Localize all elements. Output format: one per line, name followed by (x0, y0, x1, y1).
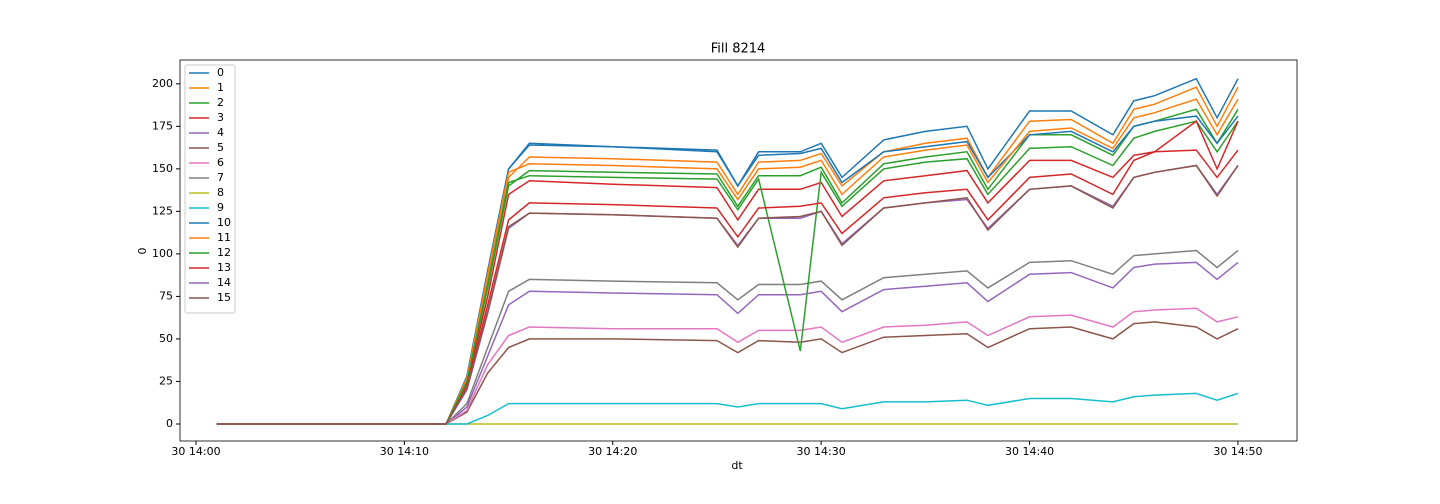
y-tick-label: 75 (159, 289, 173, 302)
axes-frame (179, 59, 1298, 442)
y-tick-label: 150 (152, 162, 173, 175)
legend-label: 2 (217, 96, 224, 109)
legend-label: 5 (217, 141, 224, 154)
legend-label: 12 (217, 246, 231, 259)
series-line (216, 149, 1239, 425)
chart-title: Fill 8214 (711, 42, 766, 57)
series-line (216, 98, 1239, 425)
y-tick-label: 0 (166, 417, 173, 430)
y-axis-label: 0 (136, 248, 149, 255)
y-tick-label: 175 (152, 119, 173, 132)
legend-label: 0 (217, 66, 224, 79)
series-line (216, 164, 1239, 425)
y-tick-label: 50 (159, 332, 173, 345)
legend-label: 3 (217, 111, 224, 124)
series-line (216, 86, 1239, 425)
series-line (216, 321, 1239, 425)
legend-label: 11 (217, 231, 231, 244)
legend-label: 13 (217, 261, 231, 274)
x-tick-label: 30 14:30 (797, 445, 846, 458)
legend-label: 15 (217, 291, 231, 304)
series-line (216, 392, 1239, 425)
x-axis-label: dt (731, 459, 743, 472)
y-tick-label: 200 (152, 77, 173, 90)
x-tick-label: 30 14:00 (171, 445, 220, 458)
legend-label: 6 (217, 156, 224, 169)
x-tick-label: 30 14:40 (1005, 445, 1054, 458)
series-line (216, 249, 1239, 425)
y-tick-label: 25 (159, 374, 173, 387)
series-line (216, 115, 1239, 425)
legend-label: 4 (217, 126, 224, 139)
series-line (216, 120, 1239, 425)
series-line (216, 261, 1239, 425)
series-line (216, 77, 1239, 425)
x-tick-label: 30 14:20 (588, 445, 637, 458)
legend-label: 9 (217, 201, 224, 214)
series-line (216, 108, 1239, 425)
legend-label: 1 (217, 81, 224, 94)
series-line (216, 120, 1239, 425)
legend-label: 10 (217, 216, 231, 229)
y-tick-label: 100 (152, 247, 173, 260)
legend-label: 8 (217, 186, 224, 199)
legend-box (184, 64, 236, 314)
x-tick-label: 30 14:50 (1213, 445, 1262, 458)
series-line (216, 307, 1239, 425)
x-tick-label: 30 14:10 (380, 445, 429, 458)
legend-label: 14 (217, 276, 231, 289)
legend-label: 7 (217, 171, 224, 184)
y-tick-label: 125 (152, 204, 173, 217)
